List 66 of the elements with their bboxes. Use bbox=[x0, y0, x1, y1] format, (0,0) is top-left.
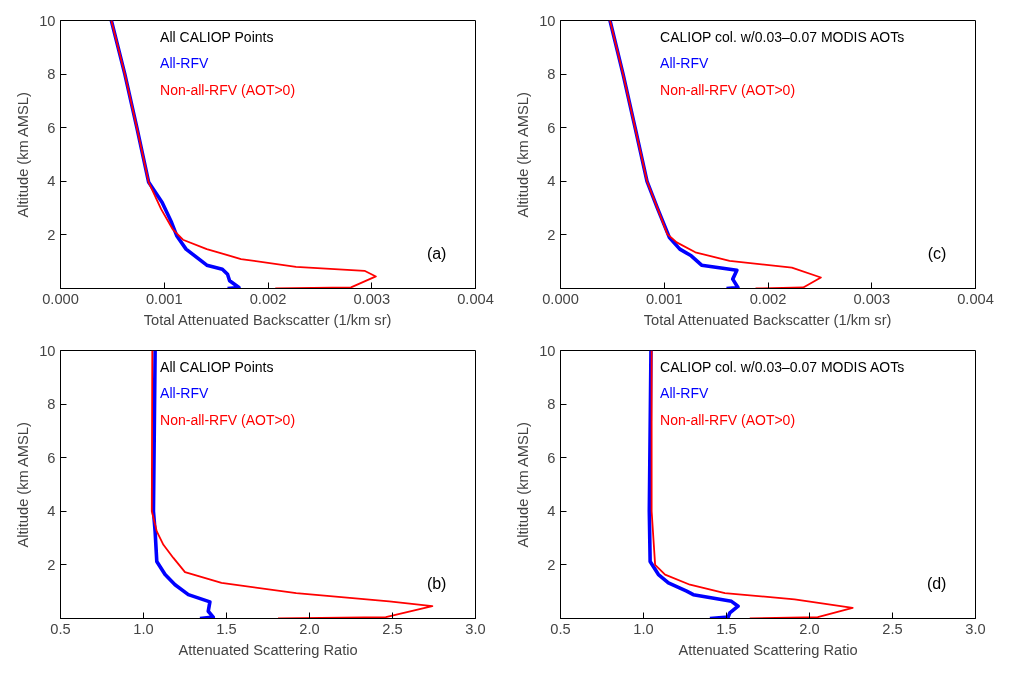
y-tick-label: 2 bbox=[547, 226, 556, 243]
x-tick-label: 0.003 bbox=[853, 290, 891, 307]
x-axis-title: Attenuated Scattering Ratio bbox=[178, 641, 358, 658]
y-tick-label: 4 bbox=[547, 503, 556, 520]
y-axis-title: Altitude (km AMSL) bbox=[515, 92, 532, 218]
x-axis-title: Total Attenuated Backscatter (1/km sr) bbox=[143, 311, 392, 328]
y-tick-label: 10 bbox=[539, 342, 556, 359]
x-tick-label: 0.004 bbox=[957, 290, 994, 307]
y-tick-label: 6 bbox=[47, 449, 56, 466]
x-tick-label: 0.000 bbox=[542, 290, 579, 307]
x-tick-label: 0.002 bbox=[249, 290, 287, 307]
x-tick-label: 3.0 bbox=[465, 620, 486, 637]
y-tick-label: 10 bbox=[539, 12, 556, 29]
y-tick-label: 2 bbox=[47, 226, 56, 243]
y-tick-label: 4 bbox=[47, 503, 56, 520]
x-tick-label: 1.5 bbox=[716, 620, 737, 637]
annotation: All CALIOP Points bbox=[160, 28, 274, 45]
x-tick-label: 0.5 bbox=[50, 620, 71, 637]
x-tick-label: 2.0 bbox=[299, 620, 320, 637]
x-tick-label: 2.0 bbox=[799, 620, 820, 637]
y-tick-label: 6 bbox=[547, 449, 556, 466]
x-tick-label: 1.5 bbox=[216, 620, 237, 637]
annotation: (b) bbox=[426, 574, 447, 592]
y-tick-label: 2 bbox=[47, 556, 56, 573]
series-label: Non-all-RFV (AOT>0) bbox=[160, 412, 296, 429]
series-label: All-RFV bbox=[660, 385, 709, 402]
x-tick-label: 1.0 bbox=[633, 620, 654, 637]
x-tick-label: 0.004 bbox=[457, 290, 494, 307]
y-tick-label: 8 bbox=[47, 66, 56, 83]
text: Non-all-RFV (AOT>0) bbox=[160, 82, 296, 99]
y-tick-label: 4 bbox=[547, 173, 556, 190]
x-axis-title: Attenuated Scattering Ratio bbox=[678, 641, 858, 658]
text: Non-all-RFV (AOT>0) bbox=[660, 82, 796, 99]
y-tick-label: 6 bbox=[47, 119, 56, 136]
annotation: All CALIOP Points bbox=[160, 358, 274, 375]
x-tick-label: 0.000 bbox=[42, 290, 79, 307]
y-axis-title: Altitude (km AMSL) bbox=[15, 92, 32, 218]
x-tick-label: 2.5 bbox=[382, 620, 403, 637]
x-tick-label: 3.0 bbox=[965, 620, 986, 637]
x-tick-label: 2.5 bbox=[882, 620, 903, 637]
y-tick-label: 10 bbox=[39, 342, 56, 359]
series-label: All-RFV bbox=[160, 385, 209, 402]
y-tick-label: 8 bbox=[547, 66, 556, 83]
y-tick-label: 6 bbox=[547, 119, 556, 136]
annotation: CALIOP col. w/0.03–0.07 MODIS AOTs bbox=[660, 28, 905, 45]
x-tick-label: 0.001 bbox=[145, 290, 183, 307]
text: All-RFV bbox=[160, 55, 209, 72]
annotation: (a) bbox=[426, 244, 447, 262]
y-tick-label: 8 bbox=[47, 396, 56, 413]
y-tick-label: 10 bbox=[39, 12, 56, 29]
text: All-RFV bbox=[660, 55, 709, 72]
y-axis-title: Altitude (km AMSL) bbox=[515, 422, 532, 548]
x-tick-label: 0.001 bbox=[645, 290, 683, 307]
annotation: (d) bbox=[926, 574, 947, 592]
y-axis-title: Altitude (km AMSL) bbox=[15, 422, 32, 548]
annotation: CALIOP col. w/0.03–0.07 MODIS AOTs bbox=[660, 358, 905, 375]
annotation: (c) bbox=[927, 244, 947, 262]
y-tick-label: 4 bbox=[47, 173, 56, 190]
x-tick-label: 0.5 bbox=[550, 620, 571, 637]
x-tick-label: 1.0 bbox=[133, 620, 154, 637]
y-tick-label: 8 bbox=[547, 396, 556, 413]
series-label: Non-all-RFV (AOT>0) bbox=[660, 412, 796, 429]
x-tick-label: 0.003 bbox=[353, 290, 391, 307]
x-axis-title: Total Attenuated Backscatter (1/km sr) bbox=[643, 311, 892, 328]
x-tick-label: 0.002 bbox=[749, 290, 787, 307]
y-tick-label: 2 bbox=[547, 556, 556, 573]
